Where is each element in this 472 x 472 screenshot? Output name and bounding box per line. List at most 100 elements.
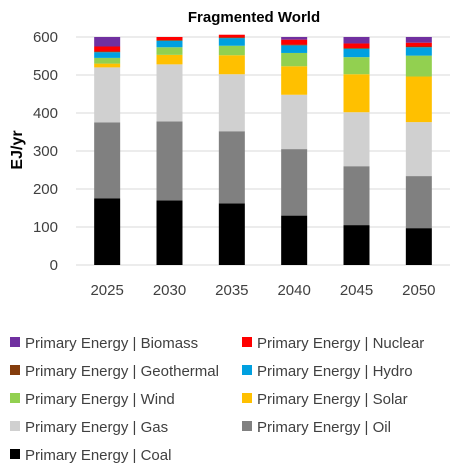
bar-segment-biomass-2050 [405,37,432,43]
bar-segment-hydro-2050 [405,47,432,56]
x-tick-label: 2050 [402,282,435,299]
bar-segment-coal-2040 [281,215,308,265]
y-axis-label: EJ/yr [9,130,26,169]
legend-label: Primary Energy | Coal [25,447,171,464]
bar-segment-oil-2050 [405,176,432,229]
legend-label: Primary Energy | Solar [257,391,408,408]
bar-segment-coal-2035 [218,203,245,265]
legend-swatch [242,393,252,403]
bar-segment-geothermal-2030 [156,40,183,41]
x-tick-label: 2040 [277,282,310,299]
legend-item-wind: Primary Energy | Wind [10,391,175,408]
legend-swatch [10,449,20,459]
x-tick-label: 2035 [215,282,248,299]
y-axis-ticks: 0 100 200 300 400 500 600 [33,29,58,274]
bar-segment-nuclear-2025 [94,46,121,52]
bar-segment-nuclear-2050 [405,42,432,47]
legend-item-nuclear: Primary Energy | Nuclear [242,335,424,352]
bar-segment-gas-2025 [94,67,121,123]
bar-segment-wind-2035 [218,45,245,56]
bar-segment-hydro-2040 [281,45,308,53]
legend-label: Primary Energy | Gas [25,419,168,436]
bar-stack-2050 [405,37,432,265]
legend-label: Primary Energy | Geothermal [25,363,219,380]
y-tick-label: 0 [50,257,58,274]
x-tick-label: 2045 [340,282,373,299]
bar-stack-2040 [281,37,308,265]
bar-segment-wind-2030 [156,47,183,55]
bar-segment-oil-2025 [94,122,121,199]
bar-segment-nuclear-2045 [343,43,370,49]
legend-swatch [10,337,20,347]
bar-segment-hydro-2030 [156,40,183,48]
bar-segment-gas-2040 [281,94,308,150]
x-tick-label: 2030 [153,282,186,299]
bar-segment-solar-2030 [156,54,183,65]
bar-stack-2045 [343,37,370,265]
bar-segment-oil-2035 [218,131,245,204]
legend-item-solar: Primary Energy | Solar [242,391,408,408]
legend-swatch [10,393,20,403]
bar-segment-coal-2045 [343,225,370,265]
bar-segment-coal-2025 [94,198,121,265]
bar-segment-gas-2045 [343,112,370,167]
legend-label: Primary Energy | Oil [257,419,391,436]
bar-segment-nuclear-2035 [218,34,245,38]
legend-item-hydro: Primary Energy | Hydro [242,363,413,380]
bar-segment-coal-2050 [405,228,432,265]
bar-segment-solar-2045 [343,74,370,113]
bar-segment-gas-2030 [156,64,183,122]
legend-label: Primary Energy | Hydro [257,363,413,380]
y-tick-label: 100 [33,219,58,236]
bar-segment-geothermal-2025 [94,51,121,53]
bar-stacks [94,34,432,265]
chart-title: Fragmented World [188,9,320,26]
bar-segment-geothermal-2035 [218,37,245,39]
bar-segment-solar-2050 [405,76,432,123]
bar-segment-hydro-2045 [343,48,370,58]
bar-segment-solar-2025 [94,63,121,68]
bar-segment-wind-2050 [405,55,432,77]
y-tick-label: 300 [33,143,58,160]
bar-segment-solar-2040 [281,66,308,95]
bar-stack-2035 [218,34,245,265]
bar-segment-gas-2050 [405,122,432,177]
bar-segment-wind-2045 [343,57,370,75]
bar-segment-coal-2030 [156,200,183,265]
legend-swatch [10,421,20,431]
legend-label: Primary Energy | Nuclear [257,335,424,352]
bar-segment-wind-2025 [94,57,121,64]
bar-segment-oil-2040 [281,149,308,216]
bar-segment-biomass-2045 [343,37,370,44]
bar-segment-wind-2040 [281,52,308,67]
legend-swatch [242,337,252,347]
bar-segment-oil-2030 [156,121,183,201]
y-tick-label: 200 [33,181,58,198]
bar-segment-oil-2045 [343,166,370,226]
y-tick-label: 600 [33,29,58,46]
bar-segment-nuclear-2040 [281,39,308,45]
y-tick-label: 400 [33,105,58,122]
legend-item-geothermal: Primary Energy | Geothermal [10,363,219,380]
bar-segment-hydro-2035 [218,38,245,46]
legend-label: Primary Energy | Wind [25,391,175,408]
legend-item-biomass: Primary Energy | Biomass [10,335,198,352]
legend-swatch [10,365,20,375]
legend-item-gas: Primary Energy | Gas [10,419,168,436]
gridlines [76,36,450,266]
y-tick-label: 500 [33,67,58,84]
bar-segment-hydro-2025 [94,52,121,58]
bar-segment-geothermal-2050 [405,46,432,48]
bar-stack-2025 [94,37,121,265]
legend-item-oil: Primary Energy | Oil [242,419,391,436]
bar-segment-biomass-2025 [94,37,121,47]
legend: Primary Energy | Biomass Primary Energy |… [10,335,424,464]
x-tick-label: 2025 [90,282,123,299]
bar-segment-geothermal-2040 [281,44,308,46]
bar-segment-solar-2035 [218,55,245,75]
legend-label: Primary Energy | Biomass [25,335,198,352]
legend-swatch [242,365,252,375]
legend-item-coal: Primary Energy | Coal [10,447,171,464]
